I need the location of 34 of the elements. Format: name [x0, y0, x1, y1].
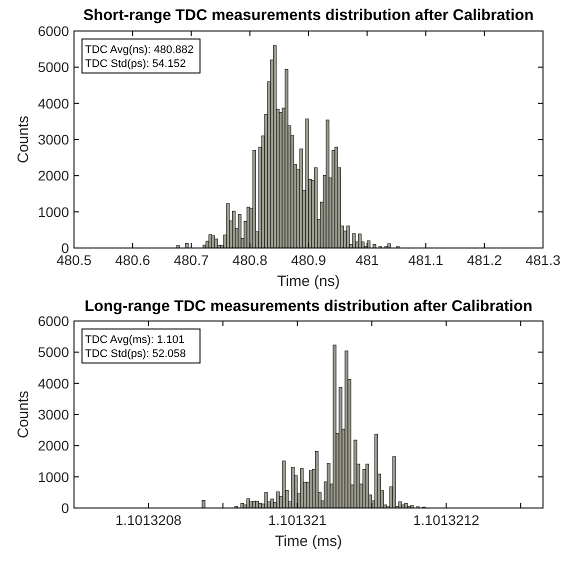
- annotation: TDC Avg(ns): 480.882: [85, 44, 194, 56]
- x-tick-label: 480.6: [115, 252, 150, 268]
- x-tick-label: 480.8: [232, 252, 268, 268]
- x-tick-label: 480.7: [174, 252, 209, 268]
- y-tick-label: 6000: [38, 313, 70, 329]
- y-axis-title: Counts: [15, 116, 32, 164]
- y-tick-label: 3000: [38, 132, 70, 148]
- y-tick-label: 5000: [38, 59, 70, 76]
- chart-title: Short-range TDC measurements distribution after Calibration: [83, 7, 534, 24]
- x-tick-label: 481: [355, 252, 380, 268]
- chart-title: Long-range TDC measurements distribution after Calibration: [84, 298, 532, 315]
- y-tick-label: 4000: [38, 375, 70, 392]
- y-tick-label: 0: [61, 500, 70, 516]
- x-axis-title: Time (ns): [277, 273, 340, 290]
- x-axis-title: Time (ms): [275, 533, 342, 550]
- y-axis-title: Counts: [15, 390, 32, 438]
- x-tick-label: 1.1013212: [413, 512, 480, 528]
- y-tick-label: 2000: [38, 438, 70, 454]
- x-tick-label: 481.3: [525, 252, 561, 268]
- x-tick-label: 481.1: [408, 252, 444, 268]
- y-tick-label: 6000: [38, 23, 70, 39]
- y-tick-label: 5000: [38, 344, 70, 360]
- y-tick-label: 4000: [38, 95, 70, 112]
- y-tick-label: 2000: [38, 168, 70, 184]
- annotation: TDC Avg(ms): 1.101: [85, 334, 184, 346]
- annotation: TDC Std(ps): 52.058: [85, 348, 186, 360]
- x-tick-label: 480.9: [290, 252, 326, 268]
- x-tick-label: 1.1013208: [115, 512, 182, 528]
- y-tick-label: 3000: [38, 406, 70, 422]
- x-tick-label: 1.101321: [268, 512, 327, 528]
- x-tick-label: 481.2: [466, 252, 502, 268]
- annotation: TDC Std(ps): 54.152: [85, 58, 186, 70]
- y-tick-label: 1000: [38, 204, 70, 220]
- y-tick-label: 1000: [38, 468, 70, 485]
